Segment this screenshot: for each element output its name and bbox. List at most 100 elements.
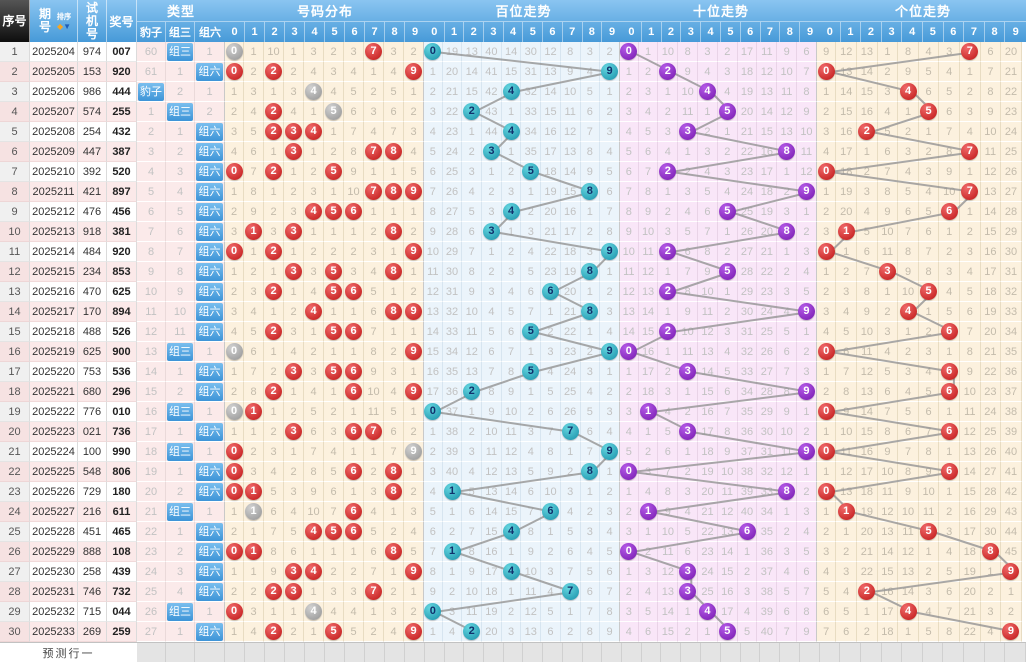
- footer-empty-cell: [840, 643, 862, 662]
- cell: 4: [618, 422, 639, 442]
- cell: 1: [224, 502, 244, 522]
- miss-count: 7: [987, 65, 994, 78]
- cell: 10: [918, 482, 940, 502]
- cell: 3: [284, 482, 304, 502]
- cell: 29: [980, 502, 1002, 522]
- header-prize-number: 奖号: [107, 0, 137, 42]
- miss-count: 8: [946, 625, 953, 638]
- cell: 6: [939, 362, 960, 382]
- cell: 14: [857, 62, 878, 82]
- digit-column-header: 9: [608, 26, 616, 38]
- prize-number-cell: 444: [107, 82, 137, 102]
- miss-count: 17: [721, 605, 734, 618]
- cell: 12: [797, 162, 817, 182]
- sort-asc-icon[interactable]: ◆: [56, 21, 64, 31]
- type-miss-count: 1: [206, 45, 213, 58]
- cell: 5: [960, 282, 981, 302]
- cell: 6: [836, 622, 858, 642]
- miss-count: 11: [505, 425, 517, 438]
- digit-column-header: 1: [841, 22, 862, 42]
- cell: 2: [224, 102, 244, 122]
- miss-count: 9: [863, 305, 870, 318]
- miss-count: 10: [901, 505, 915, 518]
- cell: 36: [737, 422, 758, 442]
- header-seq: 序号: [0, 0, 30, 42]
- type-cell: 19: [137, 462, 166, 482]
- cell: 5: [877, 362, 899, 382]
- cell: 4: [521, 242, 542, 262]
- trend-digit-ball: 4: [899, 603, 917, 620]
- miss-count: 2: [310, 245, 317, 258]
- cell: 2: [324, 562, 344, 582]
- cell: 11: [618, 262, 639, 282]
- cell: 7: [960, 322, 981, 342]
- miss-count: 14: [963, 465, 976, 478]
- trend-digit-ball: 5: [522, 363, 540, 380]
- cell: 8: [939, 142, 960, 162]
- digit-column-header: 3: [882, 22, 903, 42]
- cell: 14: [658, 602, 679, 622]
- cell: 24: [698, 562, 718, 582]
- cell: 2: [404, 222, 424, 242]
- miss-count: 3: [547, 565, 554, 578]
- miss-count: 20: [984, 325, 997, 338]
- miss-count: 2: [270, 425, 277, 438]
- miss-count: 4: [625, 625, 632, 638]
- cell: 3: [344, 42, 364, 62]
- type-miss-count: 15: [144, 385, 158, 398]
- miss-count: 5: [884, 125, 891, 138]
- cell: 2: [1001, 602, 1022, 622]
- miss-count: 1: [823, 185, 830, 198]
- cell: 4: [344, 62, 364, 82]
- miss-count: 5: [684, 225, 691, 238]
- cell: 7: [364, 142, 384, 162]
- cell: 4: [244, 622, 264, 642]
- table-row: 27 2025230 258 439 24 3 组六 1 1 9 3 4 2 2 7 1 9 8 1 9 17 4 10 3 7…: [0, 562, 1026, 582]
- trend-digit-ball: 0: [620, 463, 638, 480]
- footer-empty-cell: [760, 643, 781, 662]
- miss-count: 4: [330, 85, 337, 98]
- cell: 3: [384, 42, 404, 62]
- miss-count: 12: [881, 505, 894, 518]
- cell: 4: [384, 622, 404, 642]
- type-active-badge: 组六: [196, 582, 223, 601]
- digit-column-header: 5: [923, 22, 944, 42]
- cell: 2: [244, 582, 264, 602]
- miss-count: 1: [270, 145, 277, 158]
- cell: 6: [501, 322, 522, 342]
- cell: 9: [698, 262, 718, 282]
- cell: 2: [600, 482, 620, 502]
- footer-empty-cell: [984, 643, 1006, 662]
- miss-count: 8: [946, 145, 953, 158]
- period-cell: 2025220: [30, 362, 78, 382]
- cell: 2: [898, 122, 919, 142]
- miss-count: 8: [429, 565, 436, 578]
- cell: 9: [304, 482, 324, 502]
- miss-count: 2: [230, 105, 238, 118]
- cell: 1: [344, 342, 364, 362]
- cell: 1: [284, 442, 304, 462]
- type-cell: 21: [137, 502, 166, 522]
- miss-count: 6: [966, 305, 973, 318]
- type-miss-count: 8: [147, 245, 155, 258]
- miss-count: 3: [704, 45, 711, 58]
- drawn-digit-ball: 0: [225, 443, 243, 460]
- miss-count: 3: [724, 325, 731, 338]
- sort-control[interactable]: 排序 ◆▼: [56, 12, 72, 31]
- cell: 1: [304, 142, 324, 162]
- cell: 4: [918, 602, 940, 622]
- miss-count: 9: [664, 505, 671, 518]
- miss-count: 3: [448, 605, 456, 618]
- miss-count: 22: [1004, 85, 1018, 98]
- sort-desc-icon[interactable]: ▼: [63, 21, 72, 31]
- cell: 1: [423, 62, 443, 82]
- miss-count: 1: [684, 445, 691, 458]
- cell: 4: [462, 182, 483, 202]
- miss-count: 17: [840, 145, 853, 158]
- drawn-digit-ball: 4: [305, 303, 322, 320]
- type-active-badge: 组六: [196, 522, 223, 541]
- cell: 9: [423, 582, 443, 602]
- miss-count: 2: [724, 45, 731, 58]
- digit-column-header: 1: [642, 22, 662, 42]
- miss-count: 7: [586, 445, 593, 458]
